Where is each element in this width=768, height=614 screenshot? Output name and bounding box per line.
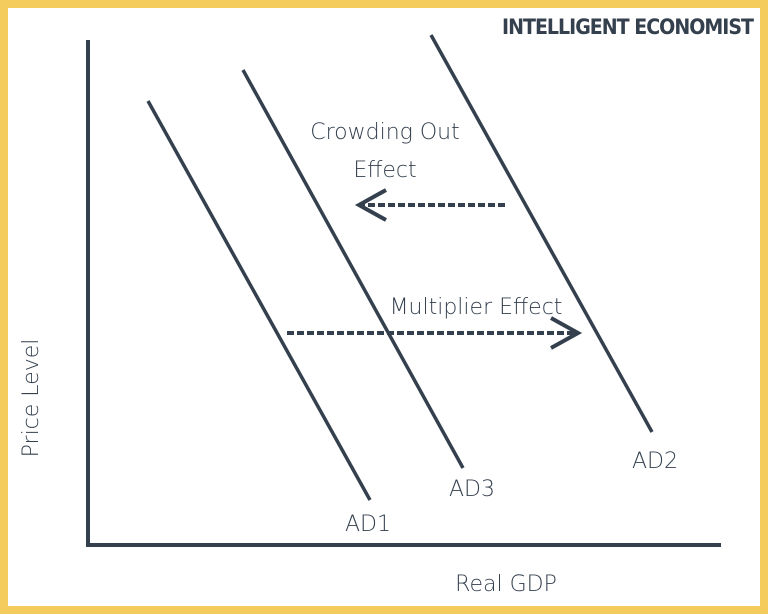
ad1-curve	[146, 100, 372, 501]
ad2-curve	[429, 34, 654, 433]
y-axis-label: Price Level	[19, 339, 44, 458]
ad3-label: AD3	[449, 477, 495, 502]
diagram-frame	[8, 8, 760, 606]
crowding-arrowhead	[354, 188, 387, 222]
multiplier-label: Multiplier Effect	[390, 295, 563, 320]
crowding-label-1: Crowding Out	[310, 120, 459, 145]
logo: INTELLIGENT ECONOMIST	[502, 14, 754, 39]
x-axis-label: Real GDP	[455, 572, 557, 597]
crowding-label-2: Effect	[353, 158, 416, 183]
ad3-curve	[241, 69, 465, 469]
multiplier-arrowhead	[550, 316, 583, 350]
ad2-label: AD2	[632, 449, 678, 474]
ad1-label: AD1	[345, 512, 391, 537]
